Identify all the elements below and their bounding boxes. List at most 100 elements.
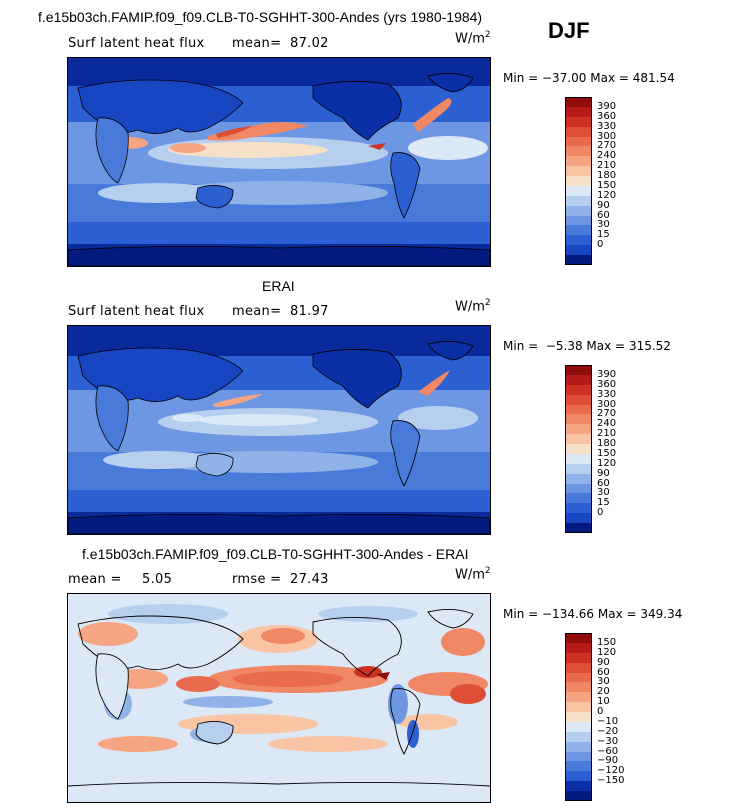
colorbar-tick-label: −120 [597, 765, 625, 777]
colorbar-swatch [565, 633, 592, 644]
colorbar-swatch [565, 702, 592, 713]
colorbar-tick-label: 20 [597, 686, 610, 698]
colorbar-swatch [565, 166, 592, 177]
colorbar-swatch [565, 473, 592, 485]
colorbar-swatch [565, 652, 592, 664]
colorbar-tick-label: 30 [597, 676, 610, 688]
panel2-mean-value: 81.97 [290, 304, 329, 319]
colorbar-swatch [565, 215, 592, 226]
colorbar-tick-label: 120 [597, 646, 617, 658]
colorbar-swatch [565, 523, 592, 534]
colorbar-swatch [565, 374, 592, 386]
colorbar-tick-label: 330 [597, 388, 617, 400]
colorbar-tick-label: 150 [597, 447, 617, 459]
colorbar-tick-label: 0 [597, 239, 604, 251]
colorbar-swatch [565, 414, 592, 425]
colorbar-swatch [565, 126, 592, 138]
colorbar-swatch [565, 771, 592, 782]
colorbar-swatch [565, 483, 592, 494]
colorbar-swatch [565, 106, 592, 118]
colorbar-tick-label: 0 [597, 706, 604, 718]
colorbar-tick-label: 210 [597, 428, 617, 440]
colorbar-tick-label: 360 [597, 378, 617, 390]
colorbar-swatch [565, 225, 592, 236]
colorbar-swatch [565, 384, 592, 396]
colorbar-swatch [565, 751, 592, 762]
colorbar-swatch [565, 404, 592, 415]
colorbar-tick-label: 60 [597, 209, 610, 221]
colorbar-swatch [565, 245, 592, 256]
colorbar-swatch [565, 712, 592, 723]
panel1-units: W/m2 [455, 30, 491, 47]
colorbar-swatch [565, 642, 592, 654]
colorbar-swatch [565, 741, 592, 753]
panel3-rmse-value: 27.43 [290, 572, 329, 587]
colorbar-tick-label: 150 [597, 636, 617, 648]
colorbar-tick-label: 0 [597, 507, 604, 519]
colorbar-tick-label: 390 [597, 100, 617, 112]
colorbar-swatch [565, 503, 592, 514]
colorbar-swatch [565, 513, 592, 524]
panel3-map [67, 593, 491, 803]
colorbar-tick-label: 120 [597, 189, 617, 201]
colorbar-swatch [565, 761, 592, 772]
panel2-minmax: Min = −5.38 Max = 315.52 [503, 339, 671, 353]
colorbar-tick-label: 15 [597, 497, 610, 509]
colorbar-swatch [565, 365, 592, 376]
colorbar-swatch [565, 493, 592, 504]
colorbar-tick-label: 90 [597, 199, 610, 211]
colorbar-swatch [565, 156, 592, 167]
colorbar-tick-label: 240 [597, 150, 617, 162]
season-label: DJF [548, 18, 590, 43]
panel2-colorbar: 390 360 330 300 270 240 210 180 150 120 90 60 30 15 0 [565, 365, 645, 534]
colorbar-tick-label: 210 [597, 160, 617, 172]
colorbar-tick-label: 90 [597, 467, 610, 479]
panel2-variable-label: Surf latent heat flux [68, 304, 205, 319]
panel2-title: ERAI [262, 278, 295, 294]
panel3-title: f.e15b03ch.FAMIP.f09_f09.CLB-T0-SGHHT-30… [82, 546, 469, 562]
colorbar-tick-label: 60 [597, 477, 610, 489]
colorbar-tick-label: 270 [597, 408, 617, 420]
colorbar-tick-label: 30 [597, 487, 610, 499]
panel3-mean-label: mean = [68, 572, 122, 587]
panel1-map [67, 57, 491, 267]
colorbar-tick-label: 330 [597, 120, 617, 132]
colorbar-swatch [565, 463, 592, 475]
colorbar-swatch [565, 97, 592, 108]
colorbar-tick-label: −30 [597, 735, 619, 747]
panel1-minmax: Min = −37.00 Max = 481.54 [503, 71, 675, 85]
colorbar-tick-label: 240 [597, 418, 617, 430]
panel1-colorbar: 390 360 330 300 270 240 210 180 150 120 90 60 30 15 0 [565, 97, 645, 266]
panel2-units: W/m2 [455, 298, 491, 315]
colorbar-swatch [565, 791, 592, 802]
colorbar-tick-label: −60 [597, 745, 619, 757]
colorbar-tick-label: 300 [597, 398, 617, 410]
panel3-units: W/m2 [455, 566, 491, 583]
colorbar-swatch [565, 434, 592, 445]
panel1-mean-value: 87.02 [290, 36, 329, 51]
colorbar-swatch [565, 424, 592, 435]
colorbar-swatch [565, 721, 592, 733]
colorbar-swatch [565, 731, 592, 743]
panel3-mean-value: 5.05 [142, 572, 173, 587]
colorbar-tick-label: 180 [597, 170, 617, 182]
colorbar-swatch [565, 692, 592, 703]
colorbar-tick-label: 15 [597, 229, 610, 241]
colorbar-tick-label: −10 [597, 715, 619, 727]
panel2-map [67, 325, 491, 535]
colorbar-tick-label: 10 [597, 696, 610, 708]
colorbar-swatch [565, 662, 592, 674]
colorbar-tick-label: 180 [597, 438, 617, 450]
colorbar-swatch [565, 255, 592, 266]
colorbar-swatch [565, 136, 592, 147]
colorbar-swatch [565, 176, 592, 187]
colorbar-swatch [565, 146, 592, 157]
panel1-mean-label: mean= [232, 36, 282, 51]
colorbar-swatch [565, 394, 592, 406]
colorbar-swatch [565, 682, 592, 693]
colorbar-tick-label: 30 [597, 219, 610, 231]
colorbar-tick-label: −90 [597, 755, 619, 767]
colorbar-swatch [565, 444, 592, 455]
colorbar-swatch [565, 116, 592, 128]
colorbar-tick-label: −20 [597, 725, 619, 737]
